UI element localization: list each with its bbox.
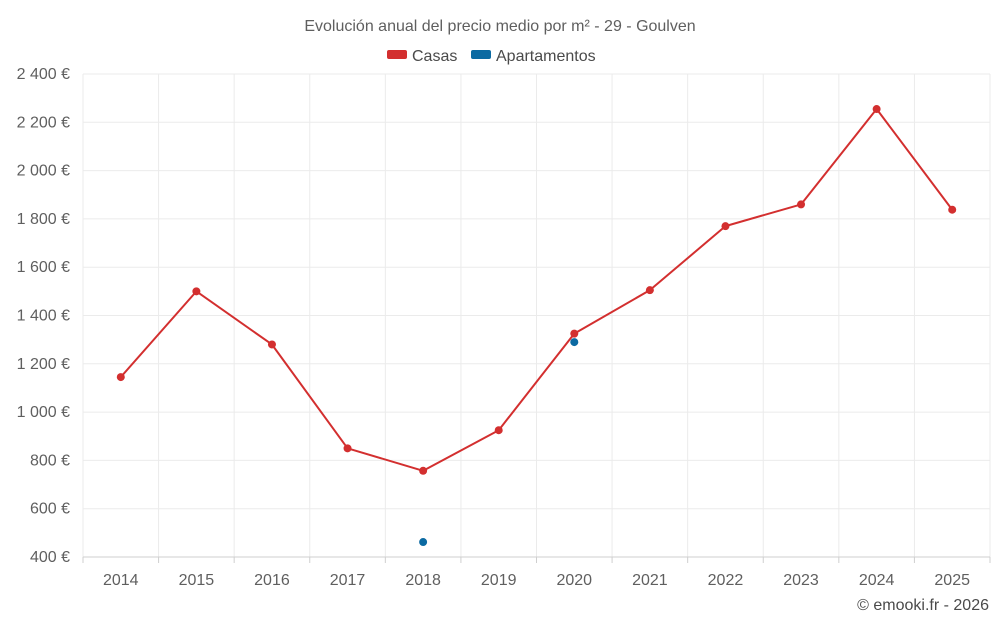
data-point-casas	[872, 105, 881, 114]
data-point-casas	[494, 426, 503, 435]
data-point-casas	[645, 286, 654, 295]
y-tick-label: 2 400 €	[17, 66, 70, 83]
data-point-casas	[192, 287, 201, 296]
y-tick-label: 2 200 €	[17, 114, 70, 131]
y-tick-label: 800 €	[30, 452, 70, 469]
data-point-apartamentos	[570, 338, 579, 347]
legend-swatch-apartamentos	[471, 50, 491, 59]
y-tick-label: 1 200 €	[17, 356, 70, 373]
data-point-casas	[116, 373, 125, 382]
x-tick-label: 2016	[254, 572, 290, 589]
data-point-apartamentos	[419, 538, 428, 547]
x-tick-label: 2022	[708, 572, 744, 589]
data-point-casas	[948, 205, 957, 214]
y-tick-label: 1 400 €	[17, 308, 70, 325]
data-point-casas	[419, 466, 428, 475]
legend: Casas Apartamentos	[387, 48, 596, 65]
data-point-casas	[267, 340, 276, 349]
x-tick-label: 2020	[556, 572, 592, 589]
data-point-casas	[721, 222, 730, 231]
y-tick-label: 1 600 €	[17, 259, 70, 276]
x-tick-label: 2023	[783, 572, 819, 589]
x-tick-label: 2017	[330, 572, 366, 589]
chart-title: Evolución anual del precio medio por m² …	[304, 18, 695, 35]
legend-label-apartamentos: Apartamentos	[496, 48, 596, 65]
data-point-casas	[343, 444, 352, 453]
copyright-footer: © emooki.fr - 2026	[857, 597, 989, 614]
x-tick-label: 2021	[632, 572, 668, 589]
legend-item-casas[interactable]: Casas	[387, 48, 457, 65]
x-tick-label: 2025	[934, 572, 970, 589]
plot-area: 400 € 600 € 800 € 1 000 € 1 200 € 1 400 € 1 60…	[17, 66, 991, 589]
legend-item-apartamentos[interactable]: Apartamentos	[471, 48, 596, 65]
y-tick-label: 1 000 €	[17, 404, 70, 421]
data-point-casas	[797, 200, 806, 209]
x-tick-label: 2018	[405, 572, 441, 589]
x-tick-label: 2014	[103, 572, 139, 589]
legend-label-casas: Casas	[412, 48, 457, 65]
legend-swatch-casas	[387, 50, 407, 59]
series-line-casas	[120, 108, 954, 472]
x-tick-label: 2024	[859, 572, 895, 589]
x-tick-label: 2015	[179, 572, 215, 589]
y-tick-label: 2 000 €	[17, 163, 70, 180]
y-tick-label: 400 €	[30, 549, 70, 566]
data-point-casas	[570, 329, 579, 338]
x-tick-label: 2019	[481, 572, 517, 589]
y-tick-label: 1 800 €	[17, 211, 70, 228]
y-tick-label: 600 €	[30, 501, 70, 518]
